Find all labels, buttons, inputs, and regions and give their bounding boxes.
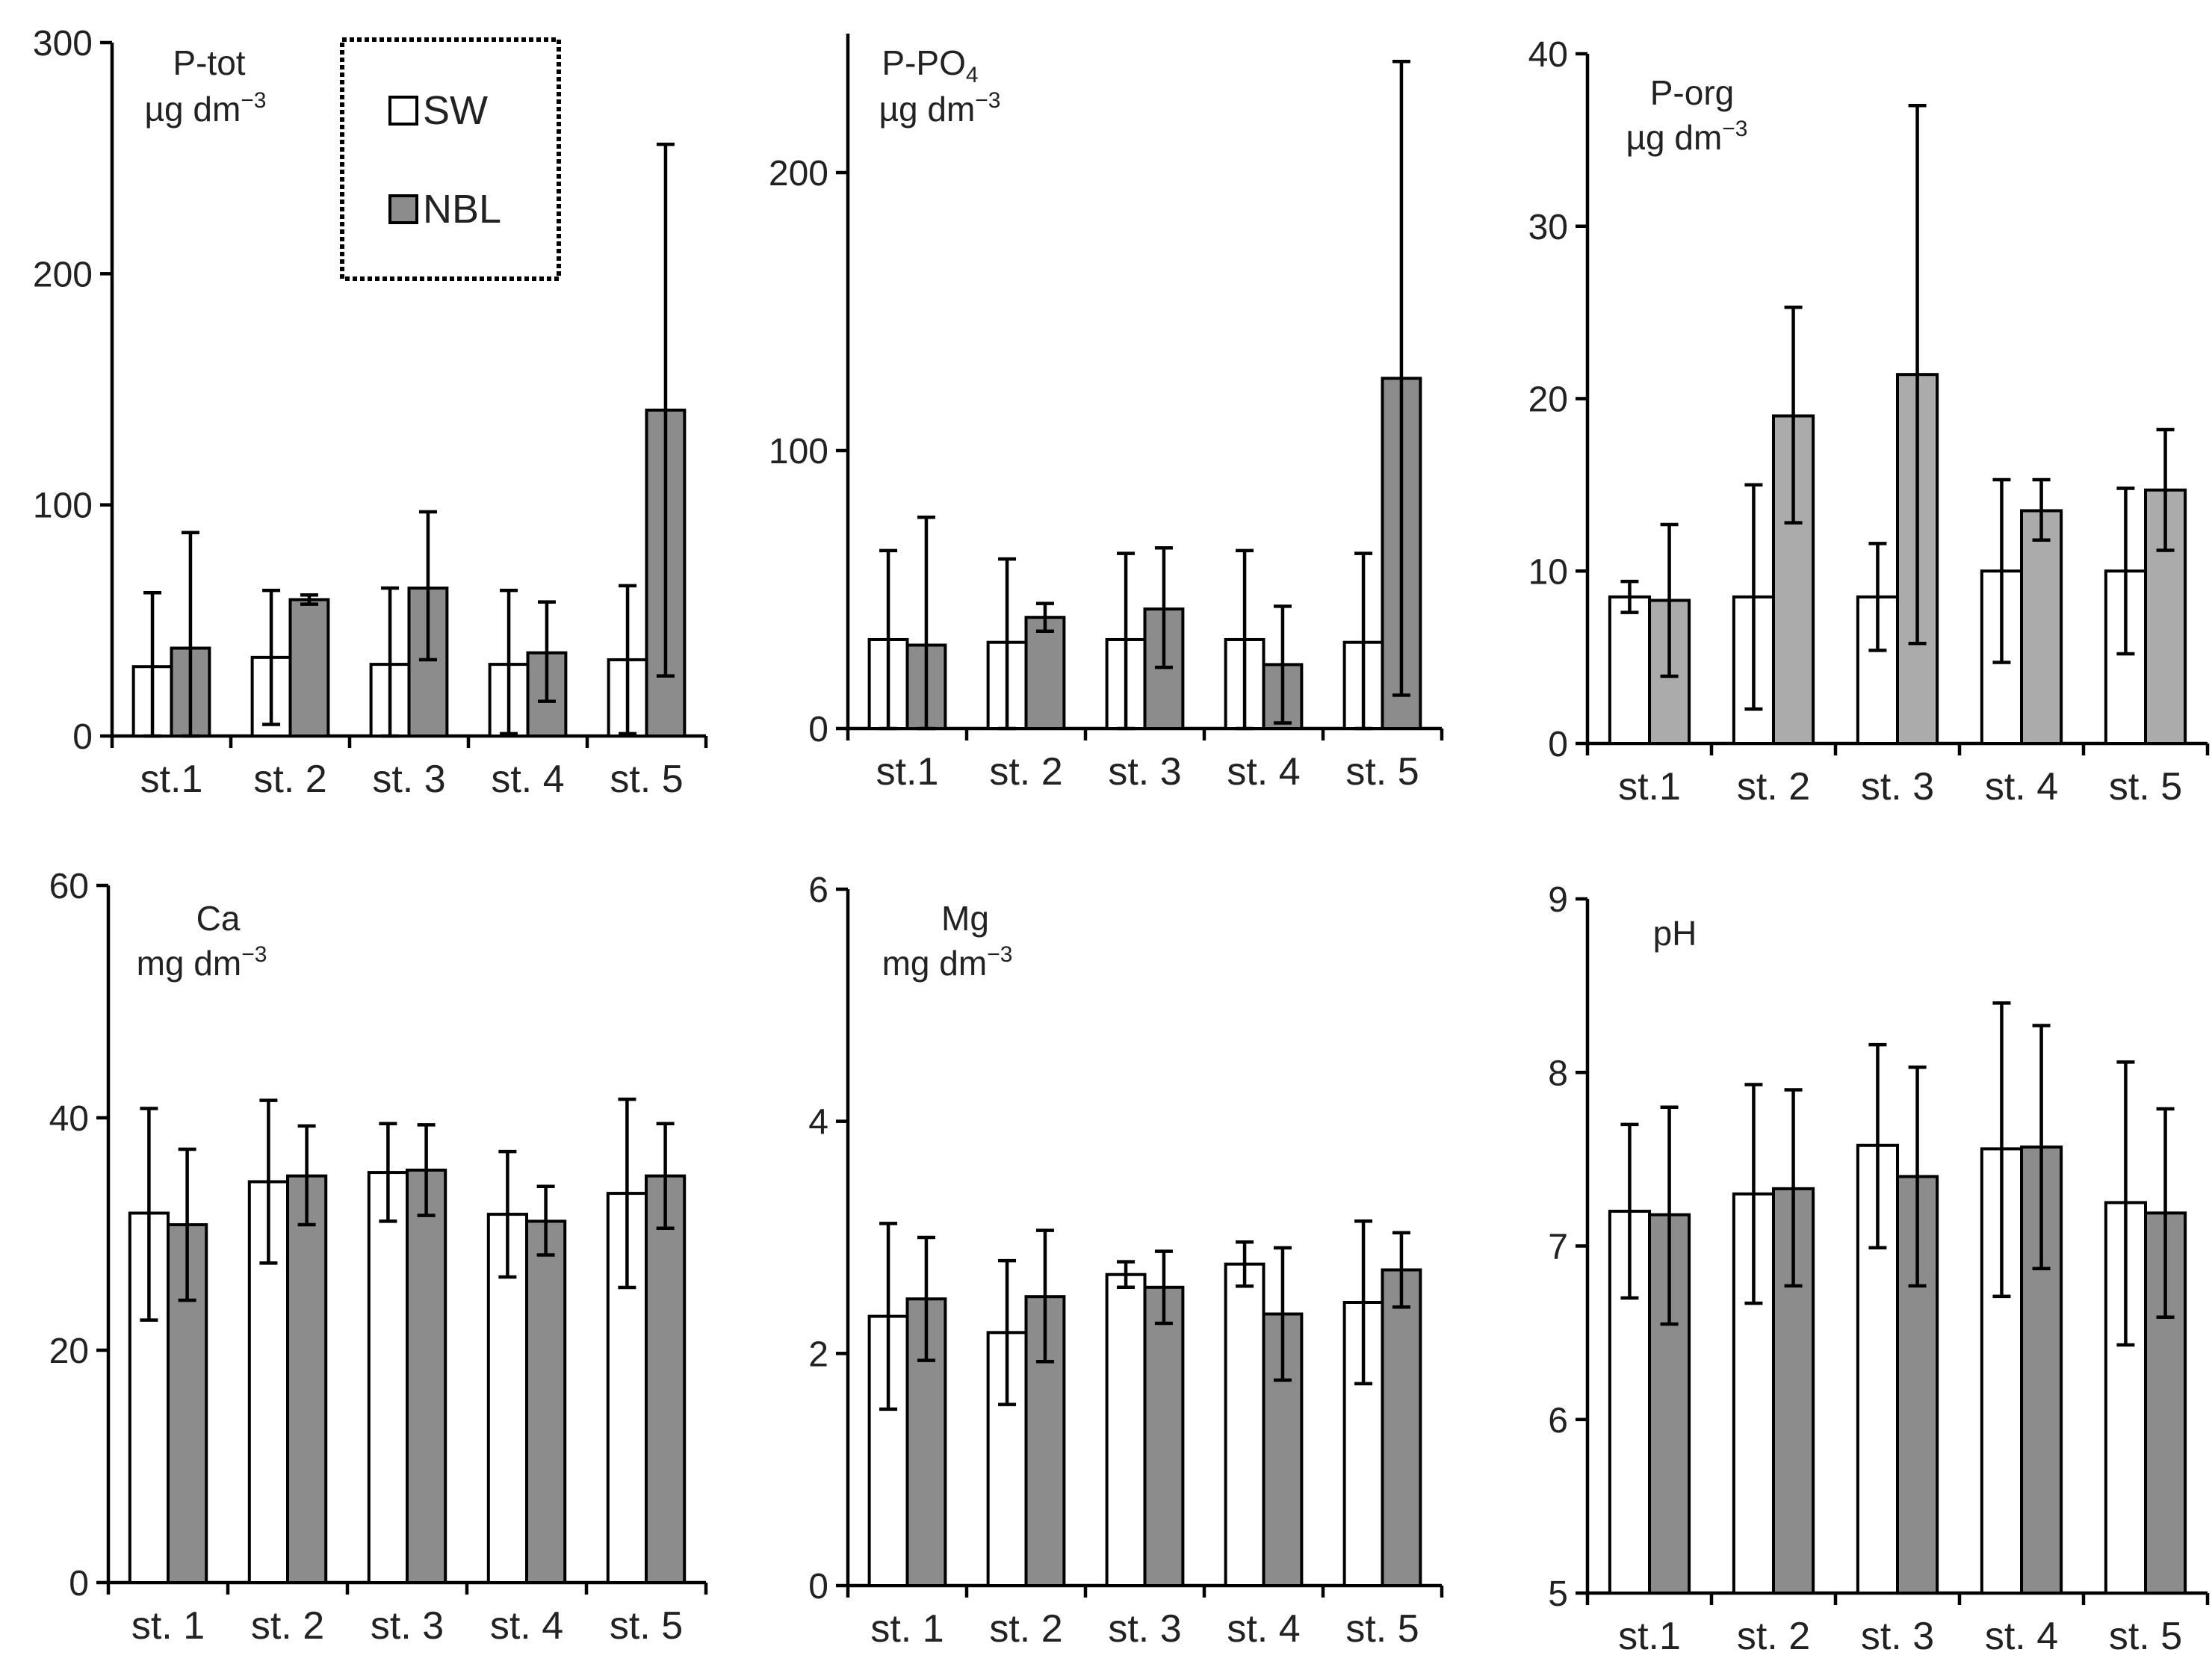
porg-y-tick-label: 40 (1528, 35, 1568, 75)
legend-label-sw: SW (423, 88, 488, 133)
mg-plot: 0 2 4 6 st. 1 st. 2 st. 3 st. 4 st. 5 (808, 871, 1444, 1651)
ptot-category-label: st.1 (140, 758, 203, 801)
ppo4-y-tick-label: 100 (769, 432, 828, 471)
ppo4-category-label: st. 3 (1108, 750, 1181, 794)
p-org-unit: µg dm−3 (1626, 117, 1748, 157)
mg-category-label: st. 4 (1227, 1607, 1300, 1651)
ptot-bar-nbl (288, 598, 330, 738)
ca-category-label: st. 2 (251, 1604, 324, 1648)
porg-y-tick-label: 30 (1528, 208, 1568, 247)
p-tot-title: P-tot (173, 43, 245, 82)
porg-y-tick-label: 0 (1548, 725, 1568, 764)
ph-y-tick-label: 6 (1548, 1401, 1568, 1441)
panel-mg: Mg mg dm−3 0 2 4 6 st. 1 st. 2 st. 3 st. 4 st. 5 (808, 871, 1444, 1651)
porg-category-label: st. 5 (2109, 765, 2182, 808)
ca-y-tick-label: 0 (69, 1564, 89, 1604)
mg-y-tick-label: 6 (808, 871, 828, 910)
ca-category-label: st. 4 (490, 1604, 563, 1648)
p-po4-unit: µg dm−3 (879, 88, 1001, 129)
porg-y-tick-label: 10 (1528, 552, 1568, 592)
ph-category-label: st. 5 (2109, 1615, 2182, 1658)
ptot-category-label: st. 3 (372, 758, 445, 801)
ca-plot: 0 20 40 60 st. 1 st. 2 st. 3 st. 4 st. 5 (49, 867, 708, 1648)
ppo4-y-tick-label: 0 (808, 710, 828, 749)
mg-title: Mg (941, 899, 989, 938)
porg-category-label: st. 4 (1985, 765, 2058, 808)
ppo4-category-label: st. 2 (989, 750, 1062, 794)
panel-p-tot: P-tot µg dm−3 0 100 200 300 st.1 st. 2 st. 3 st… (33, 24, 708, 801)
ph-y-tick-label: 5 (1548, 1574, 1568, 1614)
ptot-y-tick-label: 300 (33, 24, 93, 64)
ph-category-label: st. 4 (1985, 1615, 2058, 1658)
porg-bar-nbl (2020, 509, 2063, 745)
ptot-category-label: st. 2 (253, 758, 326, 801)
panel-ca: Ca mg dm−3 0 20 40 60 st. 1 st. 2 st. 3 st. 4 st… (49, 867, 708, 1648)
mg-category-label: st. 3 (1108, 1607, 1181, 1651)
porg-category-label: st. 2 (1737, 765, 1810, 808)
ca-y-tick-label: 20 (49, 1332, 89, 1371)
ph-y-tick-label: 8 (1548, 1054, 1568, 1093)
porg-y-tick-label: 20 (1528, 380, 1568, 420)
ca-category-label: st. 3 (371, 1604, 444, 1648)
ca-title: Ca (196, 899, 241, 938)
ptot-y-tick-label: 100 (33, 486, 93, 526)
mg-category-label: st. 2 (989, 1607, 1062, 1651)
ca-category-label: st. 1 (131, 1604, 205, 1648)
ph-category-label: st. 3 (1861, 1615, 1934, 1658)
legend-box (340, 37, 561, 281)
ph-category-label: st. 2 (1737, 1615, 1810, 1658)
ca-bar-sw (367, 1171, 409, 1584)
ptot-category-label: st. 5 (610, 758, 683, 801)
mg-unit: mg dm−3 (882, 942, 1013, 983)
legend: SW NBL (340, 37, 561, 281)
panel-p-org: P-org µg dm−3 0 10 20 30 40 st.1 st. 2 st. 3 st.… (1528, 35, 2210, 808)
ca-bar-nbl (525, 1219, 567, 1585)
ph-plot: 5 6 7 8 9 st.1 st. 2 st. 3 st. 4 st. 5 (1548, 880, 2210, 1658)
legend-swatch-sw (388, 96, 418, 126)
ppo4-category-label: st. 4 (1227, 750, 1300, 794)
p-tot-unit: µg dm−3 (145, 88, 267, 129)
mg-y-tick-label: 2 (808, 1335, 828, 1374)
ca-y-tick-label: 40 (49, 1099, 89, 1139)
panel-p-po4: P-PO4 µg dm−3 0 100 200 st.1 st. 2 st. 3 st. 4… (769, 34, 1444, 794)
ptot-y-tick-label: 0 (72, 717, 93, 757)
mg-category-label: st. 1 (870, 1607, 944, 1651)
ca-unit: mg dm−3 (137, 942, 267, 983)
ph-y-tick-label: 9 (1548, 880, 1568, 920)
mg-y-tick-label: 4 (808, 1103, 828, 1142)
legend-swatch-nbl (388, 194, 418, 224)
p-org-title: P-org (1650, 73, 1734, 112)
ph-title: pH (1653, 914, 1697, 953)
mg-category-label: st. 5 (1345, 1607, 1419, 1651)
ph-category-label: st.1 (1618, 1615, 1681, 1658)
ptot-y-tick-label: 200 (33, 255, 93, 294)
p-tot-plot: 0 100 200 300 st.1 st. 2 st. 3 st. 4 st. 5 (33, 24, 708, 801)
ph-y-tick-label: 7 (1548, 1228, 1568, 1267)
mg-y-tick-label: 0 (808, 1567, 828, 1607)
ca-y-tick-label: 60 (49, 867, 89, 906)
ppo4-bar-nbl (1024, 616, 1066, 731)
panel-ph: pH 5 6 7 8 9 st.1 st. 2 st. 3 st. 4 st. 5 (1548, 880, 2210, 1658)
ca-bar-nbl (645, 1174, 687, 1584)
ca-bar-nbl (406, 1168, 447, 1584)
p-po4-plot: 0 100 200 st.1 st. 2 st. 3 st. 4 st. 5 (769, 34, 1444, 794)
mg-bar-nbl (1381, 1268, 1422, 1587)
p-po4-title: P-PO4 (882, 43, 978, 87)
porg-category-label: st.1 (1618, 765, 1681, 808)
porg-category-label: st. 3 (1861, 765, 1934, 808)
mg-bar-sw (1224, 1262, 1265, 1588)
ppo4-y-tick-label: 200 (769, 154, 828, 194)
porg-bar-sw (1608, 595, 1651, 745)
ppo4-category-label: st. 5 (1345, 750, 1419, 794)
ca-bar-nbl (286, 1174, 328, 1584)
ca-category-label: st. 5 (610, 1604, 683, 1648)
ppo4-category-label: st.1 (876, 750, 939, 794)
mg-bar-sw (1105, 1273, 1147, 1587)
p-org-plot: 0 10 20 30 40 st.1 st. 2 st. 3 st. 4 st. 5 (1528, 35, 2210, 808)
ptot-category-label: st. 4 (491, 758, 564, 801)
legend-label-nbl: NBL (423, 187, 501, 232)
mg-bar-nbl (1143, 1285, 1185, 1587)
